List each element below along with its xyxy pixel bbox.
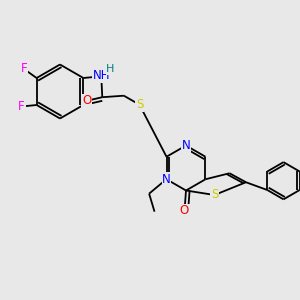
Text: O: O <box>82 94 91 107</box>
Text: O: O <box>180 204 189 218</box>
Text: S: S <box>136 98 143 111</box>
Text: S: S <box>211 188 218 202</box>
Text: NH: NH <box>93 69 110 82</box>
Text: N: N <box>182 139 190 152</box>
Text: F: F <box>21 62 27 76</box>
Text: N: N <box>162 173 171 186</box>
Text: F: F <box>18 100 25 113</box>
Text: H: H <box>106 64 115 74</box>
